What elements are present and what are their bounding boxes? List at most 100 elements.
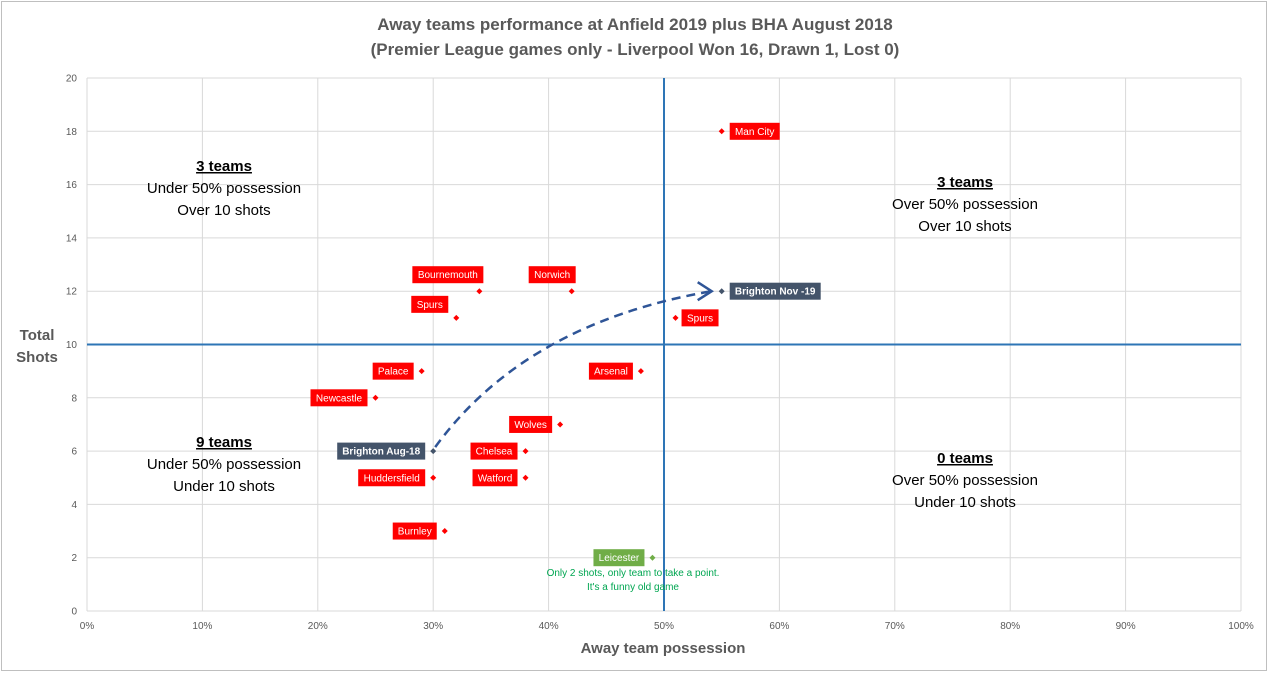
point-marker bbox=[637, 368, 644, 375]
y-tick-label: 8 bbox=[71, 393, 77, 404]
y-tick-label: 2 bbox=[71, 553, 77, 564]
data-point-watford: Watford bbox=[472, 469, 529, 487]
point-label: Leicester bbox=[599, 553, 640, 564]
point-label-box bbox=[372, 362, 414, 380]
point-marker bbox=[568, 288, 575, 295]
y-tick-label: 12 bbox=[66, 287, 78, 298]
quadrant-count: 9 teams bbox=[196, 434, 252, 451]
point-label: Huddersfield bbox=[364, 473, 420, 484]
point-label-box bbox=[337, 442, 426, 460]
data-point-man-city: Man City bbox=[718, 122, 780, 140]
point-label-box bbox=[528, 266, 576, 284]
y-tick-label: 10 bbox=[66, 340, 78, 351]
point-label-box bbox=[588, 362, 633, 380]
point-label: Spurs bbox=[687, 313, 713, 324]
data-point-norwich: Norwich bbox=[528, 266, 576, 295]
point-label-box bbox=[470, 442, 518, 460]
point-marker bbox=[430, 474, 437, 481]
quadrant-count: 3 teams bbox=[937, 174, 993, 191]
point-marker bbox=[430, 448, 437, 455]
point-marker bbox=[453, 314, 460, 321]
x-tick-label: 100% bbox=[1228, 621, 1254, 632]
data-point-wolves: Wolves bbox=[509, 415, 564, 433]
point-marker bbox=[372, 394, 379, 401]
quadrant-top-right: 3 teams Over 50% possession Over 10 shots bbox=[892, 174, 1038, 235]
y-axis-title-line-2: Shots bbox=[16, 349, 58, 366]
y-tick-label: 6 bbox=[71, 447, 77, 458]
quadrant-description: Under 50% possession bbox=[147, 456, 301, 473]
point-label: Burnley bbox=[398, 527, 432, 538]
x-tick-label: 70% bbox=[885, 621, 905, 632]
brighton-progress-arrow bbox=[434, 289, 712, 448]
point-label: Palace bbox=[378, 367, 409, 378]
data-point-burnley: Burnley bbox=[392, 522, 448, 540]
point-marker bbox=[672, 314, 679, 321]
data-point-newcastle: Newcastle bbox=[310, 389, 379, 407]
quadrant-description: Under 50% possession bbox=[147, 180, 301, 197]
point-label: Man City bbox=[735, 127, 774, 138]
quadrant-top-left: 3 teams Under 50% possession Over 10 shots bbox=[147, 158, 301, 219]
x-tick-label: 50% bbox=[654, 621, 674, 632]
point-marker bbox=[418, 368, 425, 375]
point-marker bbox=[441, 528, 448, 535]
point-label-box bbox=[729, 282, 821, 300]
x-tick-label: 90% bbox=[1116, 621, 1136, 632]
point-marker bbox=[522, 448, 529, 455]
y-axis-title-line-1: Total bbox=[20, 327, 55, 344]
point-label: Norwich bbox=[534, 270, 570, 281]
point-label: Wolves bbox=[514, 420, 547, 431]
point-label-box bbox=[392, 522, 437, 540]
data-point-arsenal: Arsenal bbox=[588, 362, 644, 380]
y-tick-label: 0 bbox=[71, 607, 77, 618]
point-marker bbox=[476, 288, 483, 295]
point-marker bbox=[522, 474, 529, 481]
point-label-box bbox=[593, 549, 645, 567]
point-label-box bbox=[472, 469, 518, 487]
quadrant-count: 0 teams bbox=[937, 450, 993, 467]
point-label-box bbox=[729, 122, 780, 140]
point-label: Chelsea bbox=[476, 447, 513, 458]
point-label: Arsenal bbox=[594, 367, 628, 378]
data-point-bournemouth: Bournemouth bbox=[412, 266, 484, 295]
data-point-spurs: Spurs bbox=[411, 295, 460, 321]
x-tick-label: 0% bbox=[80, 621, 95, 632]
point-label-box bbox=[412, 266, 484, 284]
y-tick-label: 20 bbox=[66, 74, 78, 85]
leicester-annotation-line-2: It's a funny old game bbox=[587, 582, 679, 593]
quadrant-description: Under 10 shots bbox=[914, 494, 1016, 511]
data-point-spurs: Spurs bbox=[672, 309, 719, 327]
chart-title-line-1: Away teams performance at Anfield 2019 p… bbox=[377, 15, 893, 34]
point-label: Bournemouth bbox=[418, 270, 478, 281]
point-marker bbox=[649, 554, 656, 561]
leicester-annotation-line-1: Only 2 shots, only team to take a point. bbox=[547, 568, 720, 579]
y-tick-label: 14 bbox=[66, 233, 78, 244]
data-point-chelsea: Chelsea bbox=[470, 442, 529, 460]
x-tick-label: 60% bbox=[769, 621, 789, 632]
x-tick-label: 40% bbox=[539, 621, 559, 632]
point-label-box bbox=[411, 295, 449, 313]
point-marker bbox=[718, 288, 725, 295]
quadrant-description: Over 50% possession bbox=[892, 196, 1038, 213]
y-tick-label: 18 bbox=[66, 127, 78, 138]
quadrant-description: Over 10 shots bbox=[918, 218, 1011, 235]
data-point-leicester: Leicester bbox=[593, 549, 656, 567]
x-axis-title: Away team possession bbox=[581, 640, 746, 657]
point-label: Spurs bbox=[417, 300, 443, 311]
y-tick-label: 16 bbox=[66, 180, 78, 191]
point-marker bbox=[718, 128, 725, 135]
chart-title-line-2: (Premier League games only - Liverpool W… bbox=[371, 40, 900, 59]
arrow-head bbox=[697, 281, 715, 302]
point-marker bbox=[557, 421, 564, 428]
data-point-brighton-aug-18: Brighton Aug-18 bbox=[337, 442, 437, 460]
point-label: Watford bbox=[478, 473, 513, 484]
point-label-box bbox=[681, 309, 719, 327]
quadrant-description: Under 10 shots bbox=[173, 478, 275, 495]
x-tick-label: 10% bbox=[192, 621, 212, 632]
point-label: Newcastle bbox=[316, 393, 363, 404]
data-point-brighton-nov-19: Brighton Nov -19 bbox=[718, 282, 821, 300]
data-point-palace: Palace bbox=[372, 362, 425, 380]
quadrant-count: 3 teams bbox=[196, 158, 252, 175]
point-label-box bbox=[358, 469, 426, 487]
